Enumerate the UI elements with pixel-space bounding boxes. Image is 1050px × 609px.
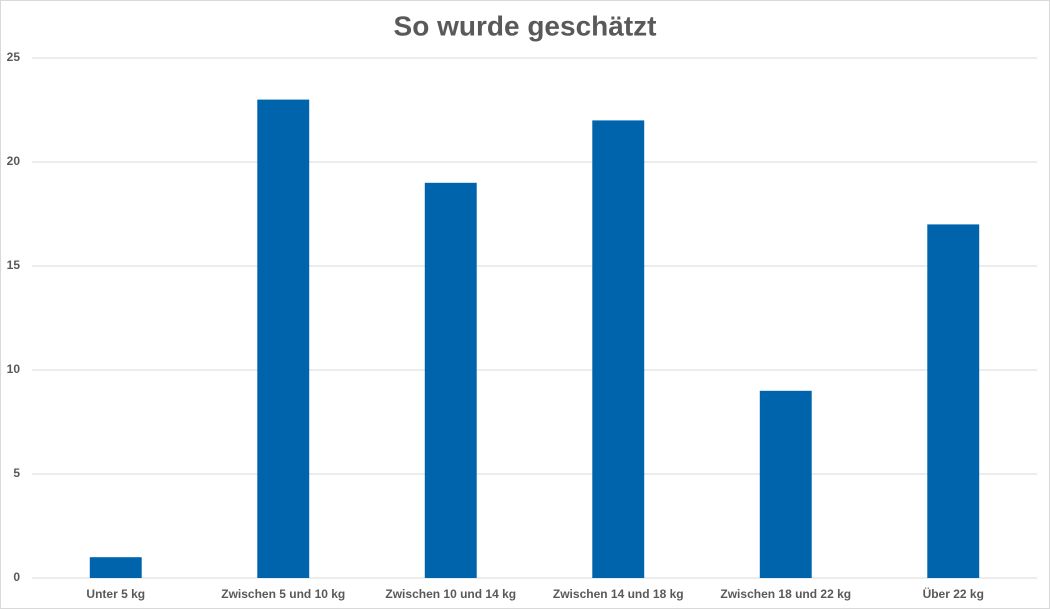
y-tick-label: 25 — [7, 50, 21, 64]
y-tick-label: 15 — [7, 258, 21, 272]
bar — [424, 182, 477, 579]
x-tick-label: Zwischen 10 und 14 kg — [385, 587, 516, 601]
x-tick-label: Unter 5 kg — [86, 587, 145, 601]
x-tick-label: Zwischen 18 und 22 kg — [720, 587, 851, 601]
bar — [257, 99, 310, 578]
x-tick-label: Über 22 kg — [923, 586, 984, 601]
x-tick-label: Zwischen 5 und 10 kg — [221, 587, 345, 601]
x-tick-label: Zwischen 14 und 18 kg — [553, 587, 684, 601]
y-tick-label: 20 — [7, 154, 21, 168]
bar — [927, 224, 980, 578]
bar — [89, 557, 142, 578]
y-tick-label: 10 — [7, 362, 21, 376]
y-tick-label: 0 — [13, 570, 20, 584]
bar — [759, 390, 812, 578]
chart-title: So wurde geschätzt — [394, 10, 657, 41]
y-tick-label: 5 — [13, 466, 20, 480]
bar — [592, 120, 645, 579]
